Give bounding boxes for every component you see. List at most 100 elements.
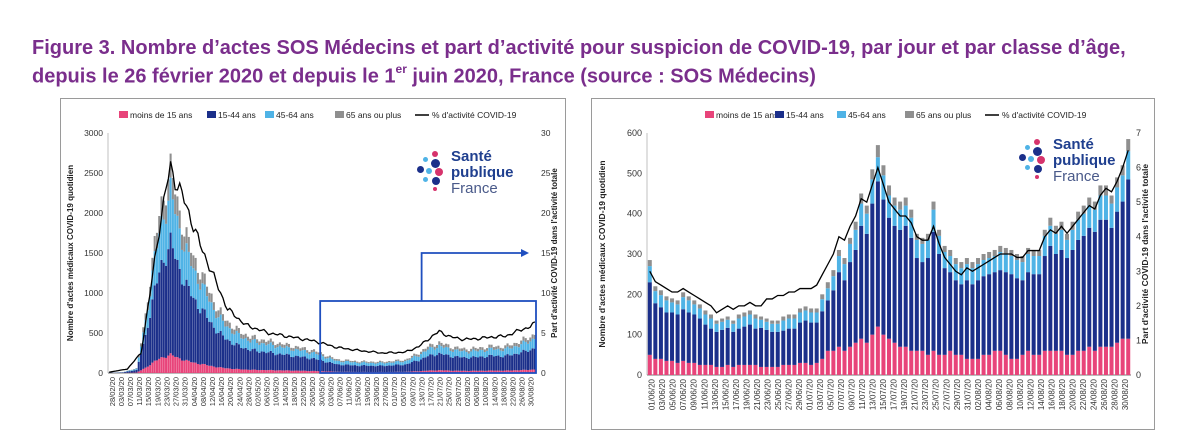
bar-age45-64-9: [128, 370, 131, 372]
bar-age45-64-101: [338, 360, 341, 365]
bar-age65plus-85: [1120, 165, 1125, 176]
bar-age45-64-61: [246, 340, 250, 350]
bar-age15-44-105: [347, 364, 350, 372]
bar-under15-164: [481, 370, 484, 373]
bar-age65plus-83: [1109, 195, 1114, 204]
bar-age15-44-36: [190, 296, 193, 363]
bar-age15-44-135: [415, 361, 418, 372]
bar-age65plus-14: [139, 343, 143, 347]
bar-under15-91: [315, 371, 318, 373]
zoom-arrow-head: [521, 249, 529, 257]
bar-age45-64-32: [180, 249, 184, 285]
bar-age45-64-158: [467, 353, 470, 359]
bar-age15-44-156: [463, 356, 466, 371]
bar-age65plus-78: [285, 342, 288, 347]
bar-under15-86: [1126, 338, 1131, 375]
bar-age15-44-47: [909, 237, 914, 351]
bar-under15-76: [1070, 354, 1075, 375]
bar-age15-44-11: [708, 328, 713, 365]
bar-age15-44-78: [1081, 235, 1086, 351]
bar-age45-64-18: [149, 296, 152, 318]
bar-age45-64-83: [297, 349, 300, 357]
bar-age15-44-57: [964, 280, 969, 359]
bar-under15-78: [1081, 350, 1086, 375]
bar-under15-79: [1087, 346, 1092, 375]
bar-under15-20: [153, 360, 156, 373]
bar-age65plus-127: [397, 359, 400, 361]
bar-under15-10: [703, 364, 708, 375]
bar-under15-40: [870, 334, 875, 375]
bar-under15-64: [253, 369, 256, 373]
bar-under15-69: [265, 370, 268, 373]
bar-age15-44-34: [836, 272, 841, 347]
bar-under15-170: [495, 370, 498, 373]
x-tick-41: 10/08/20: [481, 377, 490, 406]
bar-age65plus-92: [317, 352, 320, 355]
bar-age15-44-140: [426, 356, 429, 371]
bar-age65plus-167: [488, 344, 491, 348]
bar-age15-44-170: [495, 356, 498, 371]
bar-age45-64-133: [410, 357, 413, 363]
bar-age15-44-96: [326, 362, 329, 372]
bar-age45-64-135: [415, 356, 418, 362]
bar-age45-64-100: [335, 360, 338, 365]
bar-age45-64-141: [429, 346, 432, 355]
bar-age45-64-113: [365, 362, 368, 366]
bar-age45-64-83: [1109, 203, 1114, 228]
bar-under15-36: [190, 362, 193, 373]
bar-age45-64-8: [692, 304, 697, 315]
bar-age65plus-9: [697, 304, 702, 309]
bar-age15-44-97: [328, 361, 331, 372]
y-tick-2: 200: [627, 289, 642, 299]
bar-under15-47: [909, 350, 914, 375]
x-tick-35: 17/07/20: [427, 377, 436, 406]
bar-age45-64-127: [397, 360, 400, 365]
bar-under15-19: [753, 364, 758, 375]
bar-under15-20: [759, 366, 764, 375]
bar-age45-64-92: [317, 354, 320, 360]
x-tick-42: 14/08/20: [490, 377, 499, 406]
bar-age15-44-71: [1042, 256, 1047, 351]
bar-age15-44-98: [331, 362, 334, 372]
bar-age15-44-47: [215, 333, 218, 368]
bar-under15-181: [520, 370, 523, 373]
bar-age15-44-173: [501, 357, 505, 371]
bar-age65plus-175: [506, 343, 509, 347]
x-tick-28: 27/07/20: [942, 378, 951, 410]
bar-age45-64-69: [1031, 256, 1036, 275]
bar-age45-64-106: [349, 362, 352, 366]
bar-age65plus-24: [781, 316, 786, 321]
bar-under15-5: [675, 362, 680, 375]
bar-age65plus-182: [522, 336, 525, 341]
bar-under15-167: [488, 370, 491, 373]
bar-under15-55: [953, 354, 958, 375]
bar-age45-64-76: [1070, 229, 1075, 250]
bar-age65plus-52: [937, 229, 942, 236]
bar-age15-44-19: [753, 328, 758, 365]
bar-age65plus-100: [335, 359, 338, 361]
bar-age65plus-83: [297, 346, 300, 350]
bar-age45-64-112: [363, 361, 366, 365]
bar-age65plus-107: [351, 360, 354, 363]
bar-age45-64-165: [483, 352, 486, 358]
bar-age65plus-106: [349, 360, 352, 363]
bar-under15-80: [1092, 350, 1097, 375]
bar-under15-52: [937, 354, 942, 375]
bar-age65plus-20: [153, 236, 156, 252]
bar-age15-44-155: [460, 357, 464, 371]
legend-swatch-3: [905, 111, 914, 118]
y2-axis-title: Part d'activité COVID-19 dans l'activité…: [1140, 164, 1150, 345]
bar-under15-21: [155, 360, 158, 373]
bar-age65plus-64: [1003, 247, 1008, 254]
bar-age45-64-150: [449, 350, 452, 358]
legend-label-line: % d'activité COVID-19: [1002, 110, 1087, 120]
bar-age45-64-143: [433, 349, 436, 357]
bar-age45-64-120: [381, 362, 384, 366]
bar-age65plus-76: [281, 344, 284, 348]
bar-age65plus-119: [379, 360, 382, 363]
bar-age15-44-74: [276, 354, 279, 371]
bar-age15-44-130: [404, 364, 407, 372]
bar-age65plus-72: [1048, 217, 1053, 226]
bar-age45-64-134: [413, 355, 416, 361]
bar-age45-64-149: [447, 347, 450, 355]
